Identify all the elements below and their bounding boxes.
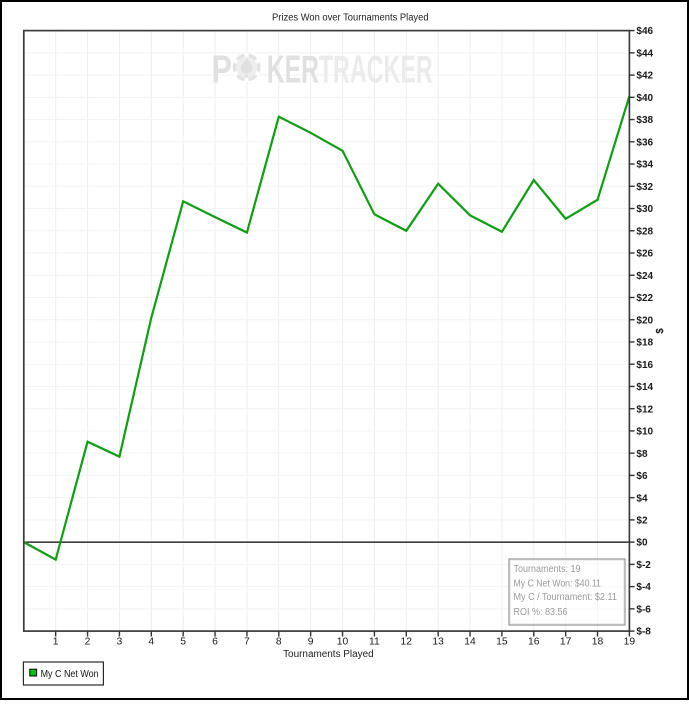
svg-text:$12: $12 [636,404,653,415]
svg-text:19: 19 [624,637,636,648]
svg-text:8: 8 [276,637,282,648]
svg-text:2: 2 [85,637,91,648]
svg-text:$6: $6 [636,471,648,482]
svg-text:4: 4 [148,637,154,648]
svg-text:$36: $36 [636,137,653,148]
svg-text:5: 5 [180,637,186,648]
svg-text:13: 13 [432,637,444,648]
svg-text:$20: $20 [636,315,653,326]
svg-text:9: 9 [308,637,314,648]
svg-text:$2: $2 [636,516,648,527]
svg-text:$-4: $-4 [636,582,651,593]
svg-text:$16: $16 [636,360,653,371]
svg-text:11: 11 [369,637,380,648]
svg-text:$18: $18 [636,338,653,349]
svg-text:$22: $22 [636,293,653,304]
svg-text:17: 17 [560,637,572,648]
svg-text:$-2: $-2 [636,560,651,571]
svg-text:Tournaments: 19: Tournaments: 19 [514,564,581,575]
svg-text:12: 12 [401,637,413,648]
svg-text:$38: $38 [636,115,653,126]
svg-text:$14: $14 [636,382,653,393]
svg-text:16: 16 [528,637,540,648]
svg-text:14: 14 [464,637,476,648]
svg-text:$-6: $-6 [636,604,651,615]
svg-text:P: P [212,48,233,91]
svg-text:10: 10 [337,637,349,648]
svg-text:$44: $44 [636,48,653,59]
svg-text:ROI %: 83.56: ROI %: 83.56 [514,607,568,618]
svg-text:My C / Tournament: $2.11: My C / Tournament: $2.11 [514,592,618,603]
svg-text:Prizes Won over Tournaments Pl: Prizes Won over Tournaments Played [272,13,429,24]
svg-text:My C Net Won: $40.11: My C Net Won: $40.11 [514,578,602,589]
svg-text:My C Net Won: My C Net Won [41,669,99,680]
svg-text:$-8: $-8 [636,627,651,638]
svg-text:$10: $10 [636,427,653,438]
svg-text:$40: $40 [636,93,653,104]
svg-text:TRACKER: TRACKER [319,48,433,91]
svg-text:18: 18 [592,637,604,648]
svg-text:$34: $34 [636,160,653,171]
svg-text:$24: $24 [636,271,653,282]
svg-text:$30: $30 [636,204,653,215]
svg-text:Tournaments Played: Tournaments Played [283,649,374,660]
svg-text:$28: $28 [636,226,653,237]
svg-text:$4: $4 [636,493,648,504]
svg-text:3: 3 [117,637,123,648]
svg-text:6: 6 [212,637,218,648]
svg-text:$0: $0 [636,538,648,549]
svg-text:$8: $8 [636,449,648,460]
svg-text:$26: $26 [636,249,653,260]
svg-text:$46: $46 [636,26,653,37]
svg-text:7: 7 [244,637,250,648]
svg-text:$32: $32 [636,182,653,193]
svg-text:$: $ [655,328,666,334]
svg-text:KER: KER [267,48,319,91]
svg-text:1: 1 [53,637,59,648]
svg-text:15: 15 [496,637,508,648]
svg-text:$42: $42 [636,71,653,82]
